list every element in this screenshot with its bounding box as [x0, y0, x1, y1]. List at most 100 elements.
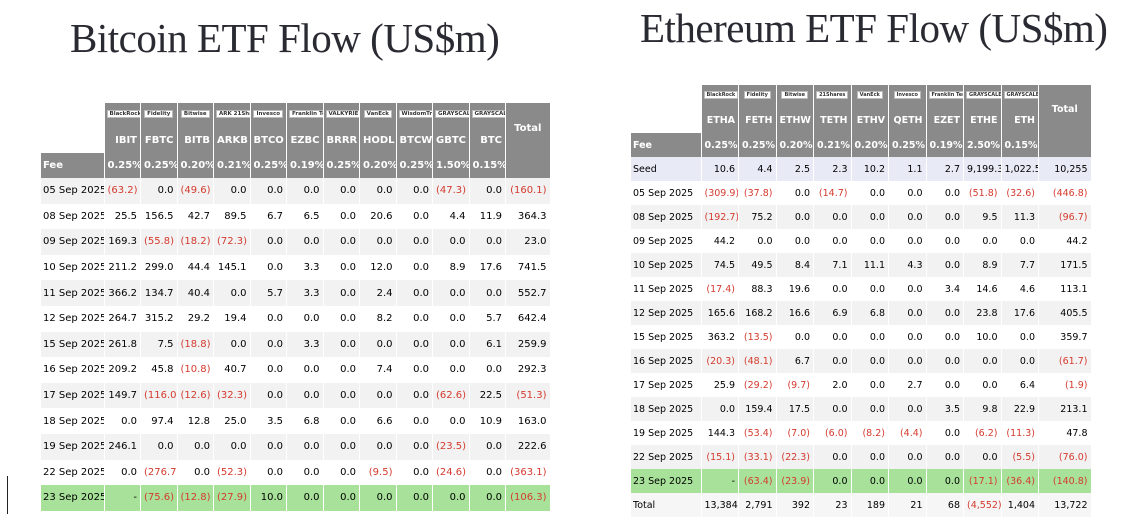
table-row: 10 Sep 2025 211.2 299.0 44.4 145.1 0.0 3.3 0.0 1…: [41, 254, 551, 281]
empty-header-cell: [41, 128, 105, 153]
value-cell: (49.6): [177, 178, 214, 204]
value-cell: (72.3): [213, 229, 251, 255]
value-cell: (6.2): [963, 421, 1002, 445]
value-cell: 1,404: [1001, 493, 1039, 517]
value-cell: 10,255: [1038, 157, 1092, 181]
value-cell: (4,552): [963, 493, 1002, 517]
value-cell: 0.0: [813, 397, 852, 421]
issuer-logo: GRAYSCALE: [435, 109, 469, 119]
value-cell: 2.4: [359, 280, 397, 306]
value-cell: 359.7: [1038, 325, 1092, 349]
value-cell: (12.6): [177, 382, 214, 409]
value-cell: 11.1: [851, 253, 889, 277]
value-cell: 0.0: [250, 305, 287, 332]
value-cell: 0.0: [469, 229, 506, 255]
date-cell: 12 Sep 2025: [41, 305, 105, 332]
value-cell: 2.3: [813, 157, 852, 181]
value-cell: 0.0: [963, 373, 1002, 397]
value-cell: 2.7: [926, 157, 964, 181]
issuer-logo: GRAYSCALE: [471, 109, 505, 119]
value-cell: 0.0: [213, 280, 251, 306]
value-cell: (14.7): [813, 181, 852, 205]
value-cell: 0.0: [250, 433, 287, 460]
value-cell: 0.0: [286, 229, 324, 255]
date-cell: 11 Sep 2025: [631, 277, 702, 301]
value-cell: 2,791: [738, 493, 777, 517]
value-cell: (140.8): [1038, 469, 1092, 493]
value-cell: 10.0: [250, 485, 287, 511]
value-cell: 0.0: [177, 433, 214, 460]
value-cell: 7.1: [813, 253, 852, 277]
value-cell: 0.0: [469, 280, 506, 306]
value-cell: 0.0: [926, 205, 964, 229]
value-cell: 0.0: [432, 229, 470, 255]
value-cell: 0.0: [776, 325, 814, 349]
value-cell: (52.3): [213, 459, 251, 486]
value-cell: 0.0: [250, 254, 287, 281]
value-cell: 0.0: [359, 229, 397, 255]
value-cell: 6.7: [250, 203, 287, 230]
value-cell: 0.0: [888, 445, 927, 469]
value-cell: 1,022.5*: [1001, 157, 1039, 181]
issuer-logo-cell: GRAYSCALE: [1001, 85, 1039, 108]
value-cell: 29.2: [177, 305, 214, 332]
issuer-logo-cell: Bitwise: [177, 103, 214, 128]
value-cell: 75.2: [738, 205, 777, 229]
value-cell: 45.8: [140, 357, 178, 383]
value-cell: 0.0: [286, 485, 324, 511]
value-cell: 0.0: [888, 205, 927, 229]
value-cell: (15.1): [701, 445, 739, 469]
date-cell: 22 Sep 2025: [631, 445, 702, 469]
issuer-logo: GRAYSCALE: [1003, 90, 1038, 100]
issuer-logo: Bitwise: [781, 90, 809, 100]
issuer-logo-cell: WisdomTree: [396, 103, 433, 128]
value-cell: 25.5: [104, 203, 141, 230]
value-cell: (12.8): [177, 485, 214, 511]
date-cell: 11 Sep 2025: [41, 280, 105, 306]
value-cell: 0.0: [359, 178, 397, 204]
fee-cell: 0.25%: [396, 153, 433, 178]
value-cell: (51.8): [963, 181, 1002, 205]
value-cell: 0.0: [396, 280, 433, 306]
issuer-logo-cell: VanEck: [851, 85, 889, 108]
value-cell: 0.0: [963, 445, 1002, 469]
issuer-logo-cell: VALKYRIE: [323, 103, 360, 128]
fee-cell: 0.21%: [213, 153, 251, 178]
value-cell: 97.4: [140, 408, 178, 434]
value-cell: 0.0: [286, 178, 324, 204]
value-cell: (51.3): [505, 382, 551, 409]
value-cell: 405.5: [1038, 301, 1092, 325]
fee-cell: 0.25%: [140, 153, 178, 178]
value-cell: 0.0: [851, 277, 889, 301]
value-cell: 0.0: [286, 305, 324, 332]
value-cell: 0.0: [851, 325, 889, 349]
value-cell: 0.0: [396, 408, 433, 434]
value-cell: 642.4: [505, 305, 551, 332]
fee-row: Fee 0.25% 0.25% 0.20% 0.21% 0.25% 0.19% 0.25% 0.…: [41, 153, 551, 178]
value-cell: 0.0: [396, 459, 433, 486]
issuer-logo: BlackRock: [106, 109, 140, 119]
value-cell: 392: [776, 493, 814, 517]
value-cell: 23.8: [963, 301, 1002, 325]
value-cell: (4.4): [888, 421, 927, 445]
fee-cell: 0.25%: [738, 133, 777, 157]
value-cell: 44.4: [177, 254, 214, 281]
bitcoin-etf-flow-table: BlackRock Fidelity Bitwise ARK 21SharesInve…: [41, 103, 551, 511]
date-cell: 09 Sep 2025: [631, 229, 702, 253]
value-cell: (8.2): [851, 421, 889, 445]
value-cell: 0.0: [851, 229, 889, 253]
ticker-cell: GBTC: [432, 128, 470, 153]
value-cell: 0.0: [926, 301, 964, 325]
value-cell: 0.0: [926, 421, 964, 445]
date-cell: 17 Sep 2025: [631, 373, 702, 397]
value-cell: 0.0: [323, 305, 360, 332]
table-row: 19 Sep 2025 246.1 0.0 0.0 0.0 0.0 0.0 0.0 0.0 0.0…: [41, 433, 551, 460]
value-cell: (1.9): [1038, 373, 1092, 397]
table-row: 22 Sep 2025 (15.1) (33.1) (22.3) 0.0 0.0 0.0 0.…: [631, 445, 1092, 469]
value-cell: 9.8: [963, 397, 1002, 421]
fee-cell: 0.25%: [250, 153, 287, 178]
value-cell: 264.7: [104, 305, 141, 332]
value-cell: 0.0: [213, 178, 251, 204]
value-cell: (48.1): [738, 349, 777, 373]
value-cell: 44.2: [701, 229, 739, 253]
